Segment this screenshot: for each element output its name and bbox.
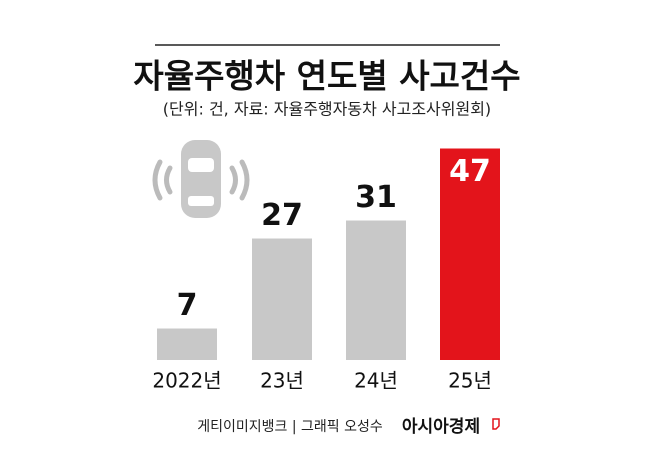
bar bbox=[440, 148, 500, 360]
value-label: 47 bbox=[449, 154, 491, 189]
source: 게티이미지뱅크 | 그래픽 오성수 bbox=[197, 419, 383, 435]
x-tick-label: 23년 bbox=[260, 369, 304, 393]
brand: 아시아경제 bbox=[402, 417, 480, 437]
bar bbox=[157, 328, 217, 360]
car-icon bbox=[152, 140, 250, 218]
bar bbox=[346, 220, 406, 360]
value-label: 31 bbox=[355, 180, 397, 215]
x-tick-label: 2022년 bbox=[152, 369, 221, 393]
x-tick-label: 25년 bbox=[448, 369, 492, 393]
x-tick-label: 24년 bbox=[354, 369, 398, 393]
value-label: 27 bbox=[261, 198, 303, 233]
brand-logo bbox=[492, 418, 500, 430]
chart-title: 자율주행차 연도별 사고건수 bbox=[133, 57, 520, 96]
value-label: 7 bbox=[177, 288, 198, 323]
chart-subtitle: (단위: 건, 자료: 자율주행자동차 사고조사위원회) bbox=[163, 100, 491, 119]
bar bbox=[252, 238, 312, 360]
